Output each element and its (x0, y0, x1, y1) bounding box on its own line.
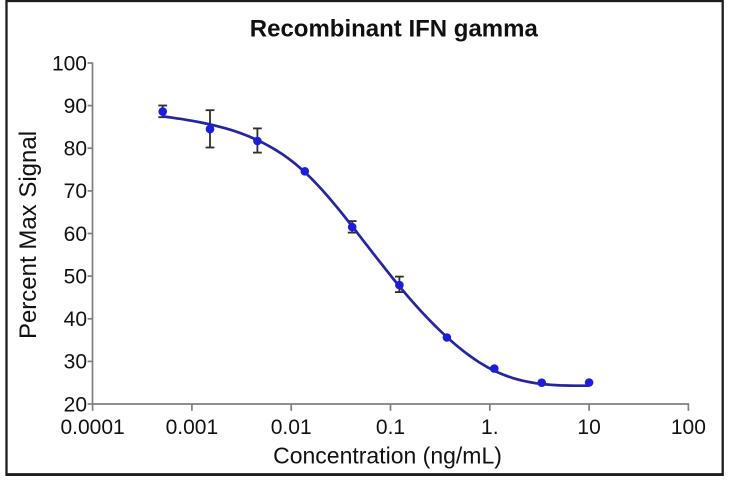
svg-text:0.01: 0.01 (271, 416, 312, 439)
svg-text:100: 100 (52, 52, 87, 75)
svg-text:0.001: 0.001 (166, 416, 219, 439)
svg-text:Percent Max Signal: Percent Max Signal (15, 131, 42, 339)
svg-text:1.: 1. (481, 416, 499, 439)
svg-text:70: 70 (64, 180, 87, 203)
svg-text:0.0001: 0.0001 (60, 416, 124, 439)
svg-text:80: 80 (64, 138, 87, 161)
svg-text:20: 20 (64, 393, 87, 416)
svg-text:Recombinant IFN gamma: Recombinant IFN gamma (250, 16, 539, 43)
svg-text:30: 30 (64, 351, 87, 374)
svg-text:50: 50 (64, 265, 87, 288)
svg-text:10: 10 (577, 416, 600, 439)
svg-text:Concentration (ng/mL): Concentration (ng/mL) (273, 443, 502, 469)
svg-text:40: 40 (64, 308, 87, 331)
svg-text:60: 60 (64, 223, 87, 246)
svg-text:90: 90 (64, 95, 87, 118)
svg-text:0.1: 0.1 (376, 416, 405, 439)
svg-text:100: 100 (671, 416, 706, 439)
